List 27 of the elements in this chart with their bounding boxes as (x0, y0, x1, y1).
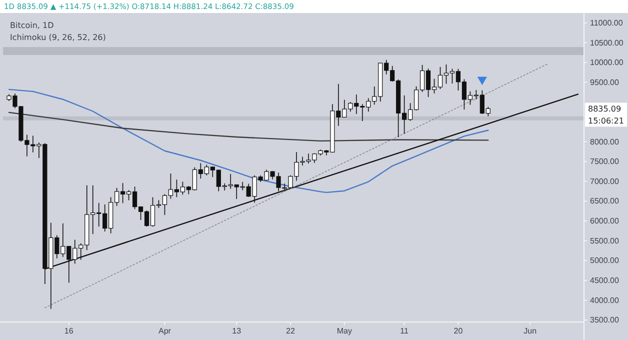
x-tick-label: May (336, 326, 352, 336)
y-tick-label: 10000.00 (590, 58, 624, 68)
x-tick-label: 20 (454, 326, 464, 336)
y-tick-label: 4000.00 (590, 296, 620, 305)
line-series (8, 112, 489, 142)
x-tick-label: 22 (286, 326, 296, 336)
text: 8835.09 (588, 104, 622, 114)
y-tick-label: 5000.00 (590, 256, 620, 266)
y-tick-label: 4500.00 (590, 276, 620, 285)
y-tick-label: 6000.00 (590, 216, 620, 226)
y-tick-label: 9500.00 (590, 78, 620, 87)
y-tick-label: 6500.00 (590, 196, 620, 206)
text: Bitcoin, 1D (10, 21, 54, 30)
x-tick-label: 16 (64, 326, 74, 336)
y-tick-label: 10500.00 (590, 38, 624, 48)
x-tick-label: Jun (524, 326, 537, 336)
text: 15:06:21 (588, 116, 624, 126)
y-tick-label: 3500.00 (590, 316, 620, 325)
y-tick-label: 11000.00 (590, 18, 624, 28)
x-tick-label: 13 (232, 326, 242, 336)
y-tick-label: 8000.00 (590, 137, 620, 146)
text: Ichimoku (9, 26, 52, 26) (10, 33, 106, 42)
y-tick-label: 7500.00 (590, 157, 620, 166)
x-tick-label: Apr (158, 326, 172, 336)
y-tick-label: 7000.00 (590, 176, 620, 186)
y-tick-label: 5500.00 (590, 236, 620, 246)
x-tick-label: 11 (400, 326, 410, 336)
